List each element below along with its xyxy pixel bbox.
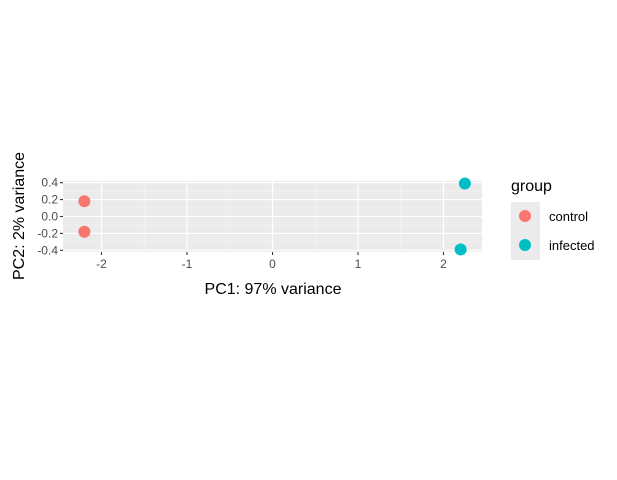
legend-items: control infected	[519, 209, 595, 253]
legend-title: group	[511, 178, 552, 195]
x-tick-label: -1	[182, 257, 193, 271]
y-tick-label: 0.0	[41, 210, 58, 224]
legend-key-infected	[519, 239, 531, 251]
data-point-control	[78, 225, 91, 238]
legend-label-control: control	[549, 209, 588, 224]
legend-key-control	[519, 210, 531, 222]
grid-major	[63, 181, 482, 252]
x-axis-ticks: -2 -1 0 1 2	[96, 252, 447, 271]
data-points	[78, 177, 471, 256]
legend-label-infected: infected	[549, 238, 595, 253]
legend: group control infected	[511, 178, 595, 260]
y-tick-label: 0.2	[41, 193, 58, 207]
y-axis-ticks: 0.4 0.2 0.0 -0.2 -0.4	[37, 176, 63, 257]
data-point-control	[78, 195, 91, 208]
y-tick-label: -0.2	[37, 226, 58, 240]
x-tick-label: -2	[96, 257, 107, 271]
x-tick-label: 0	[269, 257, 276, 271]
x-tick-label: 1	[355, 257, 362, 271]
y-tick-label: 0.4	[41, 176, 58, 190]
data-point-infected	[454, 243, 467, 256]
data-point-infected	[458, 177, 471, 190]
y-axis-title: PC2: 2% variance	[11, 152, 28, 280]
x-axis-title: PC1: 97% variance	[205, 281, 342, 298]
x-tick-label: 2	[440, 257, 447, 271]
y-tick-label: -0.4	[37, 243, 58, 257]
